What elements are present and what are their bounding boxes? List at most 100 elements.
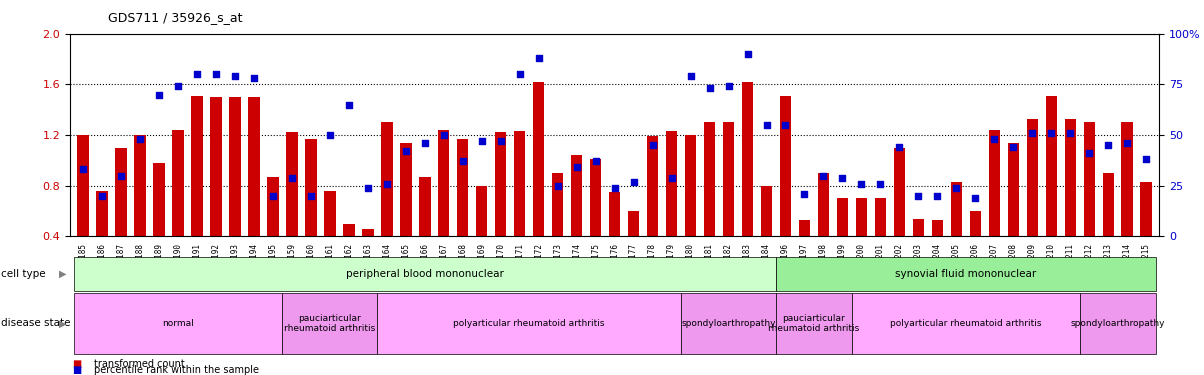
Point bbox=[795, 191, 814, 197]
Bar bbox=[837, 198, 848, 287]
Bar bbox=[704, 122, 715, 287]
Bar bbox=[647, 136, 659, 287]
Point bbox=[264, 193, 283, 199]
Text: polyarticular rheumatoid arthritis: polyarticular rheumatoid arthritis bbox=[890, 319, 1041, 328]
Point bbox=[700, 86, 719, 92]
Point bbox=[1004, 144, 1023, 150]
Point bbox=[529, 55, 548, 61]
Bar bbox=[287, 132, 297, 287]
Point bbox=[1098, 142, 1117, 148]
Point bbox=[320, 132, 340, 138]
Bar bbox=[893, 148, 905, 287]
Text: peripheral blood mononuclear: peripheral blood mononuclear bbox=[346, 269, 503, 279]
Bar bbox=[1103, 173, 1114, 287]
Bar bbox=[77, 135, 89, 287]
Bar bbox=[514, 131, 525, 287]
Bar bbox=[798, 220, 810, 287]
Point bbox=[282, 174, 301, 180]
Bar bbox=[324, 190, 336, 287]
Bar bbox=[722, 122, 734, 287]
Bar bbox=[1008, 142, 1019, 287]
Point bbox=[681, 73, 701, 79]
Bar bbox=[172, 130, 184, 287]
Point bbox=[567, 164, 586, 170]
Point bbox=[359, 184, 378, 190]
Bar bbox=[932, 220, 943, 287]
Point bbox=[396, 148, 415, 154]
Point bbox=[73, 166, 93, 172]
Point bbox=[377, 181, 396, 187]
Bar bbox=[191, 96, 202, 287]
Bar bbox=[267, 177, 278, 287]
Bar bbox=[438, 130, 449, 287]
Text: pauciarticular
rheumatoid arthritis: pauciarticular rheumatoid arthritis bbox=[284, 314, 376, 333]
Text: spondyloarthropathy: spondyloarthropathy bbox=[1070, 319, 1165, 328]
Point bbox=[985, 136, 1004, 142]
Text: normal: normal bbox=[163, 319, 194, 328]
Bar bbox=[1140, 182, 1152, 287]
Point bbox=[890, 144, 909, 150]
Point bbox=[225, 73, 244, 79]
Text: transformed count: transformed count bbox=[94, 359, 184, 369]
Bar bbox=[116, 148, 126, 287]
Text: polyarticular rheumatoid arthritis: polyarticular rheumatoid arthritis bbox=[454, 319, 604, 328]
Point bbox=[851, 181, 870, 187]
Text: GDS711 / 35926_s_at: GDS711 / 35926_s_at bbox=[108, 11, 243, 24]
Point bbox=[1137, 156, 1156, 162]
Point bbox=[643, 142, 662, 148]
Point bbox=[738, 51, 757, 57]
Bar bbox=[362, 229, 373, 287]
Text: ▶: ▶ bbox=[59, 318, 66, 328]
Bar bbox=[248, 97, 260, 287]
Bar bbox=[609, 192, 620, 287]
Bar bbox=[96, 190, 108, 287]
Bar bbox=[666, 131, 678, 287]
Point bbox=[510, 71, 530, 77]
Point bbox=[301, 193, 320, 199]
Bar bbox=[229, 97, 241, 287]
Bar bbox=[761, 186, 772, 287]
Bar bbox=[495, 132, 507, 287]
Point bbox=[814, 172, 833, 178]
Text: ■: ■ bbox=[72, 365, 82, 375]
Bar bbox=[458, 139, 468, 287]
Bar bbox=[1064, 118, 1076, 287]
Point bbox=[586, 158, 606, 164]
Point bbox=[188, 71, 207, 77]
Bar bbox=[951, 182, 962, 287]
Bar bbox=[628, 211, 639, 287]
Text: pauciarticular
rheumatoid arthritis: pauciarticular rheumatoid arthritis bbox=[768, 314, 860, 333]
Point bbox=[206, 71, 225, 77]
Point bbox=[833, 174, 852, 180]
Text: ■: ■ bbox=[72, 359, 82, 369]
Point bbox=[719, 83, 738, 89]
Bar bbox=[533, 82, 544, 287]
Point bbox=[112, 172, 131, 178]
Point bbox=[340, 102, 359, 108]
Point bbox=[435, 132, 454, 138]
Text: spondyloarthropathy: spondyloarthropathy bbox=[681, 319, 775, 328]
Bar bbox=[551, 173, 563, 287]
Bar bbox=[818, 173, 830, 287]
Point bbox=[169, 83, 188, 89]
Point bbox=[662, 174, 681, 180]
Point bbox=[415, 140, 435, 146]
Point bbox=[149, 92, 169, 98]
Bar bbox=[875, 198, 886, 287]
Text: disease state: disease state bbox=[1, 318, 71, 328]
Bar bbox=[306, 139, 317, 287]
Bar bbox=[153, 163, 165, 287]
Point bbox=[491, 138, 510, 144]
Point bbox=[946, 184, 966, 190]
Bar bbox=[343, 224, 354, 287]
Text: cell type: cell type bbox=[1, 269, 46, 279]
Point bbox=[909, 193, 928, 199]
Point bbox=[1061, 130, 1080, 136]
Text: percentile rank within the sample: percentile rank within the sample bbox=[94, 365, 259, 375]
Bar bbox=[913, 219, 923, 287]
Bar bbox=[988, 130, 1001, 287]
Point bbox=[1022, 130, 1041, 136]
Point bbox=[93, 193, 112, 199]
Point bbox=[966, 195, 985, 201]
Bar bbox=[419, 177, 431, 287]
